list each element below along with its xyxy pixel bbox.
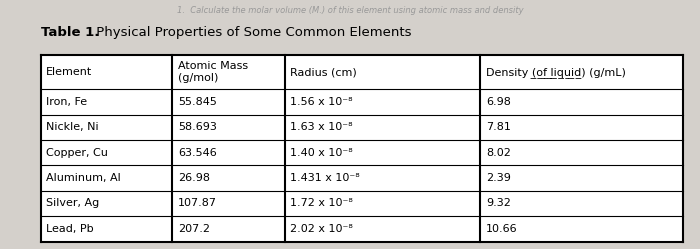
Text: 63.546: 63.546 (178, 148, 216, 158)
Text: Table 1.: Table 1. (41, 26, 99, 39)
Text: 2.02 x 10⁻⁸: 2.02 x 10⁻⁸ (290, 224, 353, 234)
Text: 207.2: 207.2 (178, 224, 210, 234)
Text: Nickle, Ni: Nickle, Ni (46, 122, 99, 132)
Text: Lead, Pb: Lead, Pb (46, 224, 94, 234)
Text: 8.02: 8.02 (486, 148, 511, 158)
Text: 6.98: 6.98 (486, 97, 511, 107)
Text: 2.39: 2.39 (486, 173, 511, 183)
Text: Atomic Mass
(g/mol): Atomic Mass (g/mol) (178, 61, 248, 83)
Text: 1.  Calculate the molar volume (M.) of this element using atomic mass and densit: 1. Calculate the molar volume (M.) of th… (176, 6, 524, 15)
Text: 10.66: 10.66 (486, 224, 517, 234)
Text: Element: Element (46, 67, 92, 77)
Text: 7.81: 7.81 (486, 122, 511, 132)
Text: 26.98: 26.98 (178, 173, 210, 183)
Text: Density (̲o̲f̲ ̲l̲i̲q̲u̲i̲d̲) (g/mL): Density (̲o̲f̲ ̲l̲i̲q̲u̲i̲d̲) (g/mL) (486, 66, 626, 77)
Text: 1.431 x 10⁻⁸: 1.431 x 10⁻⁸ (290, 173, 360, 183)
Text: 107.87: 107.87 (178, 198, 217, 208)
Text: 1.40 x 10⁻⁸: 1.40 x 10⁻⁸ (290, 148, 353, 158)
Text: 1.56 x 10⁻⁸: 1.56 x 10⁻⁸ (290, 97, 353, 107)
Text: 58.693: 58.693 (178, 122, 217, 132)
Text: 1.63 x 10⁻⁸: 1.63 x 10⁻⁸ (290, 122, 353, 132)
Text: Silver, Ag: Silver, Ag (46, 198, 99, 208)
Text: 9.32: 9.32 (486, 198, 511, 208)
Bar (41, 55, 682, 242)
Text: 55.845: 55.845 (178, 97, 217, 107)
Text: Radius (cm): Radius (cm) (290, 67, 357, 77)
Text: 1.72 x 10⁻⁸: 1.72 x 10⁻⁸ (290, 198, 353, 208)
Text: Physical Properties of Some Common Elements: Physical Properties of Some Common Eleme… (92, 26, 411, 39)
Text: Iron, Fe: Iron, Fe (46, 97, 88, 107)
Text: Copper, Cu: Copper, Cu (46, 148, 108, 158)
Text: Aluminum, Al: Aluminum, Al (46, 173, 121, 183)
